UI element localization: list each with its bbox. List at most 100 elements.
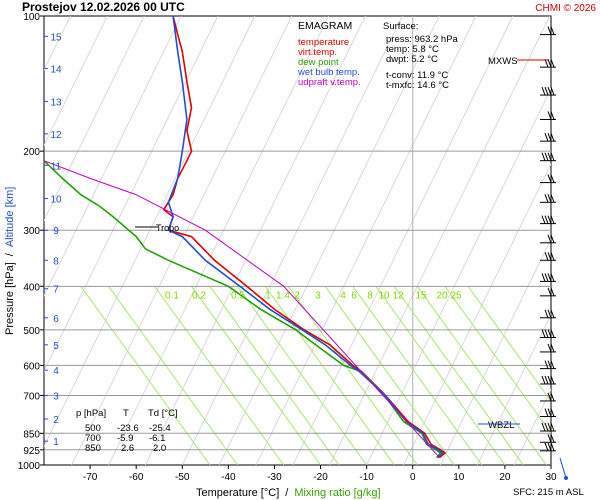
x-axis-label-mixing-ratio: Mixing ratio [g/kg] <box>294 487 380 499</box>
copyright-label: CHMI © 2026 <box>535 3 596 14</box>
mixing-ratio-labels: 0.1 0.2 0.5 1 1.4 2 3 4 6 8 10 12 15 20 25 <box>165 290 462 301</box>
mixing-ratio-label: 25 <box>450 290 462 301</box>
wind-barb <box>540 273 556 282</box>
mixing-ratio-label: 0.1 <box>165 290 179 301</box>
altitude-tick-label: 11 <box>51 161 62 172</box>
y-axis-separator: / <box>4 252 16 256</box>
altitude-tick-label: 8 <box>53 256 59 267</box>
legend-virt-temp: virt.temp. <box>298 47 337 58</box>
mixing-ratio-label: 8 <box>367 290 373 301</box>
dry-adiabat <box>403 162 551 465</box>
y-tick-label: 1000 <box>18 461 41 472</box>
dry-adiabat <box>44 16 256 448</box>
legend-dew-point: dew point <box>298 57 339 68</box>
dry-adiabat <box>476 313 551 465</box>
x-axis-separator: / <box>285 487 289 499</box>
altitude-tick-label: 3 <box>53 391 59 402</box>
surface-header: Surface: <box>383 21 418 32</box>
x-tick-label: -50 <box>175 472 190 483</box>
dry-adiabat <box>366 87 551 465</box>
x-axis-label: Temperature [°C] <box>196 487 279 499</box>
wind-barb <box>540 174 556 184</box>
y-tick-label: 500 <box>23 326 40 337</box>
mixing-ratio-line <box>444 286 551 434</box>
mixing-ratio-label: 15 <box>415 290 427 301</box>
sfc-label: SFC: 215 m ASL <box>513 487 584 498</box>
dry-adiabat <box>550 463 551 465</box>
mixing-ratio-label: 0.5 <box>231 290 245 301</box>
x-tick-label: -40 <box>221 472 236 483</box>
diagram-type-label: EMAGRAM <box>298 20 352 32</box>
altitude-tick-label: 4 <box>53 366 59 377</box>
altitude-tick-label: 13 <box>50 97 62 108</box>
mixing-ratio-label: 4 <box>340 290 346 301</box>
wind-barb <box>540 360 556 370</box>
mxws-label: MXWS <box>488 56 518 67</box>
mixing-ratio-label: 1 <box>265 290 271 301</box>
wind-barb <box>540 26 556 36</box>
x-tick-label: -10 <box>359 472 374 483</box>
altitude-tick-label: 6 <box>53 314 59 325</box>
wind-barb <box>540 442 556 452</box>
wind-barb <box>540 215 556 225</box>
dry-adiabat <box>108 16 329 465</box>
wind-barbs <box>540 26 568 480</box>
series-temperature <box>162 15 447 459</box>
mixing-ratio-line <box>324 286 455 465</box>
mixing-ratio-label: 3 <box>315 290 321 301</box>
dry-adiabat <box>44 16 182 297</box>
chart-title: Prostejov 12.02.2026 00 UTC <box>22 0 185 14</box>
wind-barb <box>540 111 556 120</box>
x-tick-label: -60 <box>129 472 144 483</box>
mixing-ratio-label: 20 <box>436 290 448 301</box>
x-tick-label: 0 <box>410 472 416 483</box>
table-row-850-td: 2.0 <box>153 443 166 454</box>
profile-series <box>43 15 447 459</box>
altitude-tick-label: 12 <box>50 130 62 141</box>
mixing-ratio-line <box>264 286 395 465</box>
x-tick-label: -70 <box>83 472 98 483</box>
table-row-700-p: 700 <box>85 433 101 444</box>
table-row-500-t: -23.6 <box>117 423 139 434</box>
dry-adiabat <box>44 16 219 373</box>
altitude-tick-label: 15 <box>50 32 62 43</box>
series-wet-bulb-temp- <box>167 15 444 459</box>
background-lines <box>44 16 551 465</box>
altitude-tick-label: 1 <box>53 437 59 448</box>
wind-barb <box>540 132 556 142</box>
surface-wind <box>559 457 568 480</box>
wind-barb <box>540 234 556 244</box>
mixing-ratio-line <box>237 286 368 465</box>
axis-ticks: -70 -60 -50 -40 -30 -20 -10 0 10 20 30 100 200 300 400… <box>18 12 557 483</box>
wind-barb <box>540 375 556 385</box>
wbzl-label: WBZL <box>488 420 514 431</box>
mixing-ratio-line <box>352 286 483 465</box>
surface-dwpt: dwpt: 5.2 °C <box>386 54 438 65</box>
mixing-ratio-line <box>191 286 321 465</box>
y-tick-label: 400 <box>23 282 40 293</box>
altitude-tick-label: 14 <box>50 65 62 76</box>
mixing-ratio-label: 0.2 <box>192 290 206 301</box>
mixing-ratio-line <box>108 286 238 465</box>
y-tick-label: 925 <box>23 446 40 457</box>
y-axis-title: Pressure [hPa] / Altitude [km] <box>4 187 16 335</box>
dry-adiabat <box>44 16 145 222</box>
y-tick-label: 600 <box>23 361 40 372</box>
mixing-ratio-line <box>467 286 551 403</box>
mixing-ratio-line <box>416 286 547 465</box>
level-table: p [hPa] T Td [°C] 500 -23.6 -25.4 700 -5… <box>76 408 178 454</box>
altitude-tick-label: 2 <box>53 415 59 426</box>
surface-press: press: 963.2 hPa <box>386 34 459 45</box>
wind-barb <box>540 329 556 338</box>
dry-adiabat <box>218 16 440 465</box>
mixing-ratio-line <box>287 286 418 465</box>
y-tick-label: 300 <box>23 226 40 237</box>
wind-barb <box>540 287 556 297</box>
x-axis-title: Temperature [°C] / Mixing ratio [g/kg] <box>196 487 381 499</box>
legend-temperature: temperature <box>298 37 349 48</box>
mixing-ratio-line <box>154 286 285 465</box>
y-tick-label: 200 <box>23 147 40 158</box>
wind-barb <box>540 309 556 319</box>
surface-temp: temp: 5.8 °C <box>386 44 439 55</box>
